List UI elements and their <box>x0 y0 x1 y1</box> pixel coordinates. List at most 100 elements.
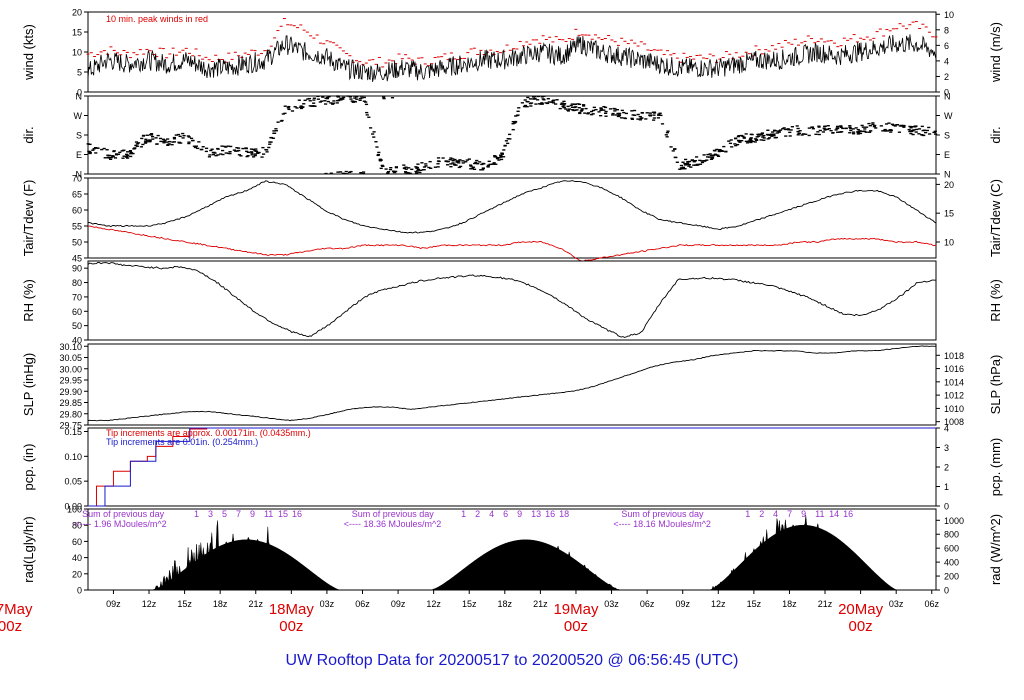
pcp-note-red: Tip increments are approx. 0.00171in. (0… <box>106 428 311 438</box>
rad-hour-mark: 4 <box>773 509 778 519</box>
y2-tick-label: 2 <box>944 463 949 473</box>
y2-tick-label: E <box>944 150 950 160</box>
y-tick-label: 55 <box>72 222 82 232</box>
rad-hour-mark: 4 <box>489 509 494 519</box>
wind-annotation: 10 min. peak winds in red <box>106 14 208 24</box>
y2-tick-label: 1018 <box>944 351 964 361</box>
rad-sum-label: Sum of previous day <box>352 509 435 519</box>
rad-hour-mark: 7 <box>236 509 241 519</box>
rad-hour-mark: 13 <box>531 509 541 519</box>
y-tick-label: 70 <box>72 174 82 184</box>
y-tick-label: 60 <box>72 537 82 547</box>
y2-tick-label: 1012 <box>944 391 964 401</box>
y-tick-label: 20 <box>72 569 82 579</box>
y2-axis-label: wind (m/s) <box>988 22 1003 83</box>
rad-hour-mark: 9 <box>250 509 255 519</box>
day-label-date: 19May <box>553 601 599 618</box>
rad-sum-label: Sum of previous day <box>621 509 704 519</box>
rad-hour-mark: 1 <box>461 509 466 519</box>
rad-sum-label: <---- 18.36 MJoules/m^2 <box>344 519 442 529</box>
wind-series <box>87 34 937 82</box>
y-tick-label: 0 <box>77 88 82 98</box>
y2-tick-label: 0 <box>944 502 949 512</box>
rad-hour-mark: 1 <box>194 509 199 519</box>
y-tick-label: 60 <box>72 307 82 317</box>
y2-tick-label: 4 <box>944 424 949 434</box>
day-label-hour: 00z <box>564 618 588 635</box>
y-tick-label: 70 <box>72 292 82 302</box>
panel-rh: 40 50 60 70 80 90 RH (%) RH (%) <box>21 260 1003 346</box>
y-tick-label: N <box>76 170 83 180</box>
y-tick-label: 0.15 <box>64 427 82 437</box>
y2-tick-label: 0 <box>944 88 949 98</box>
y2-tick-label: 1016 <box>944 364 964 374</box>
panel-frame <box>87 260 937 341</box>
rad-hour-mark: 6 <box>503 509 508 519</box>
y-tick-label: 29.85 <box>59 398 82 408</box>
y2-axis-label: RH (%) <box>988 279 1003 322</box>
rad-hour-mark: 7 <box>787 509 792 519</box>
x-tick-label: 15z <box>747 599 762 609</box>
y-tick-label: 29.80 <box>59 409 82 419</box>
y2-tick-label: 400 <box>944 558 959 568</box>
y-axis-label: rad(Lgly/hr) <box>21 516 36 582</box>
rad-sum-label: <---- 18.16 MJoules/m^2 <box>613 519 711 529</box>
y-tick-label: S <box>76 131 82 141</box>
temp-series-Tair <box>87 180 937 234</box>
rad-hour-mark: 1 <box>745 509 750 519</box>
y-tick-label: 80 <box>72 521 82 531</box>
rad-day-2 <box>709 515 898 591</box>
y-tick-label: 29.90 <box>59 387 82 397</box>
panel-frame <box>87 343 937 426</box>
x-tick-label: 06z <box>925 599 940 609</box>
y2-tick-label: 200 <box>944 572 959 582</box>
y-tick-label: 90 <box>72 264 82 274</box>
x-tick-label: 18z <box>782 599 797 609</box>
y-tick-label: 40 <box>72 553 82 563</box>
y-tick-label: 60 <box>72 206 82 216</box>
y2-tick-label: 2 <box>944 72 949 82</box>
y-tick-label: 40 <box>72 336 82 346</box>
y-tick-label: 50 <box>72 238 82 248</box>
rad-hour-mark: 2 <box>759 509 764 519</box>
rad-hour-mark: 16 <box>545 509 555 519</box>
y2-tick-label: 1010 <box>944 404 964 414</box>
y2-tick-label: 4 <box>944 56 949 66</box>
x-tick-label: 06z <box>355 599 370 609</box>
panel-frame <box>87 11 937 93</box>
rh-series-0 <box>87 262 937 338</box>
y-tick-label: 15 <box>72 28 82 38</box>
y2-tick-label: 0 <box>944 586 949 596</box>
y2-tick-label: 1 <box>944 482 949 492</box>
y-tick-label: 100 <box>67 505 82 515</box>
y2-tick-label: 1008 <box>944 417 964 427</box>
y-tick-label: 0.00 <box>64 502 82 512</box>
x-tick-label: 03z <box>889 599 904 609</box>
rad-hour-mark: 16 <box>292 509 302 519</box>
pcp-series-blue <box>88 427 936 507</box>
day-label-hour: 00z <box>0 618 22 635</box>
y2-tick-label: 3 <box>944 443 949 453</box>
y-axis-label: SLP (inHg) <box>21 353 36 416</box>
x-tick-label: 12z <box>142 599 157 609</box>
x-tick-label: 12z <box>711 599 726 609</box>
y-tick-label: 50 <box>72 321 82 331</box>
x-tick-label: 21z <box>533 599 548 609</box>
y2-tick-label: S <box>944 131 950 141</box>
x-tick-label: 21z <box>818 599 833 609</box>
y2-tick-label: N <box>944 92 951 102</box>
y2-axis-label: Tair/Tdew (C) <box>988 179 1003 257</box>
y2-tick-label: 600 <box>944 544 959 554</box>
day-label-date: 17May <box>0 601 33 618</box>
y-tick-label: 0.10 <box>64 452 82 462</box>
rad-hour-mark: 16 <box>843 509 853 519</box>
rad-hour-mark: 15 <box>278 509 288 519</box>
y-tick-label: 30.00 <box>59 364 82 374</box>
y2-axis-label: rad (W/m^2) <box>988 514 1003 585</box>
chart-title: UW Rooftop Data for 20200517 to 20200520… <box>286 652 739 669</box>
rad-hour-mark: 11 <box>815 509 824 519</box>
x-tick-label: 09z <box>675 599 690 609</box>
